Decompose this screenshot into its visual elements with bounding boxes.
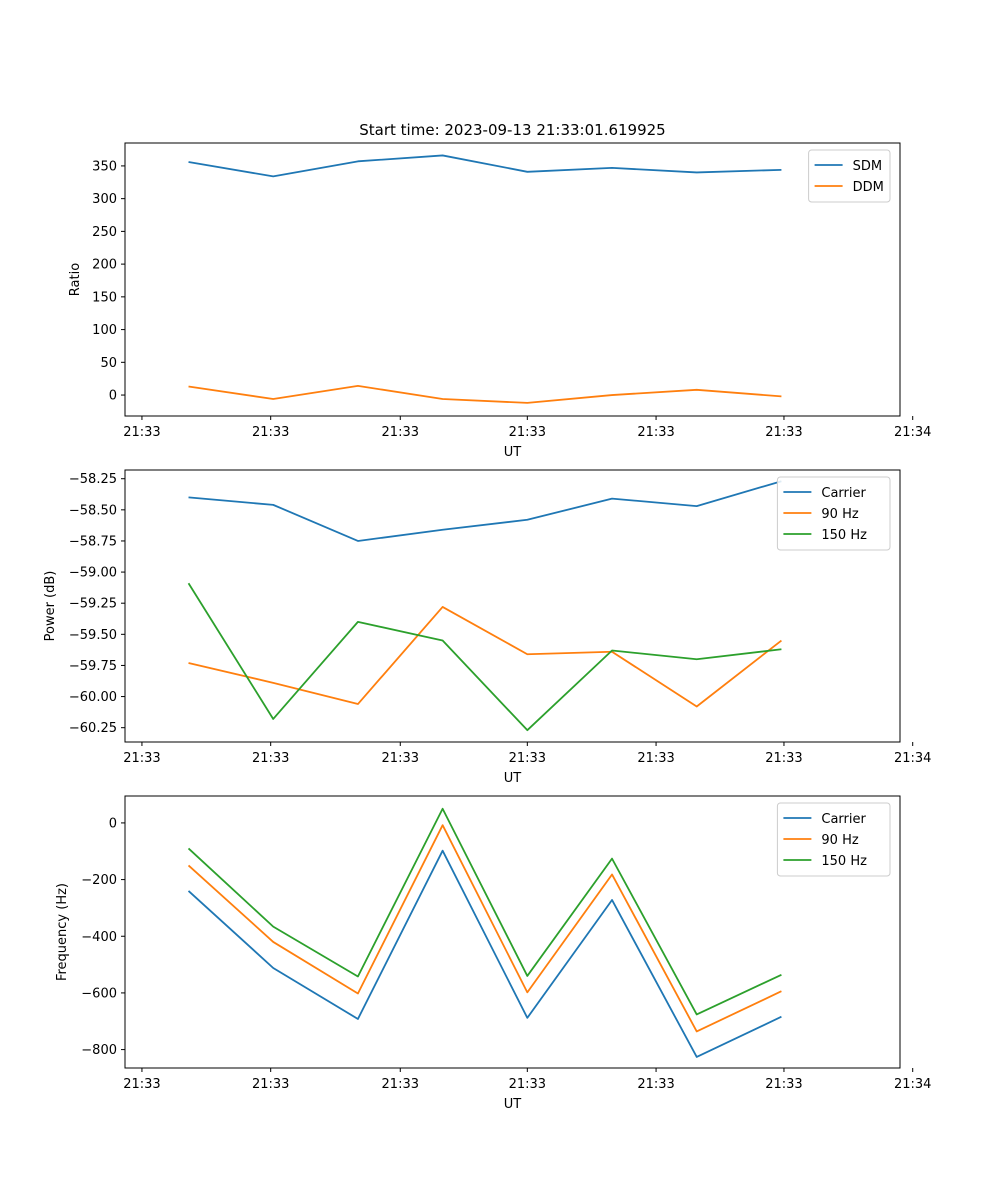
series-line-carrier xyxy=(188,480,782,542)
x-axis-label: UT xyxy=(504,445,522,460)
series-line-sdm xyxy=(188,154,782,178)
y-tick-label: −59.75 xyxy=(69,659,117,674)
y-tick-label: −58.50 xyxy=(69,503,117,518)
series-line-ddm xyxy=(188,384,782,404)
x-axis-label: UT xyxy=(504,1097,522,1112)
y-tick-label: −400 xyxy=(81,930,117,945)
y-tick-label: −59.50 xyxy=(69,628,117,643)
y-tick-label: 50 xyxy=(100,356,117,371)
y-axis-label: Power (dB) xyxy=(43,571,58,642)
y-tick-label: −60.00 xyxy=(69,690,117,705)
y-tick-label: 300 xyxy=(92,192,117,207)
x-tick-label: 21:33 xyxy=(637,1077,674,1092)
x-axis-label: UT xyxy=(504,771,522,786)
y-tick-label: −60.25 xyxy=(69,721,117,736)
x-tick-label: 21:33 xyxy=(509,1077,546,1092)
legend-label: 150 Hz xyxy=(821,528,867,543)
series-line-carrier xyxy=(187,849,782,1058)
series-line-150-hz xyxy=(187,807,782,1016)
y-tick-label: −59.25 xyxy=(69,597,117,612)
legend: Carrier 90 Hz 150 Hz xyxy=(776,802,891,877)
y-tick-label: 0 xyxy=(109,389,117,404)
legend-label: Carrier xyxy=(821,486,866,501)
y-axis-label: Frequency (Hz) xyxy=(55,883,70,981)
legend-label: 150 Hz xyxy=(821,854,867,869)
x-tick-label: 21:34 xyxy=(894,751,931,766)
legend: SDM DDM xyxy=(808,149,891,203)
series-lines xyxy=(187,480,782,732)
x-tick-label: 21:34 xyxy=(894,1077,931,1092)
series-line-150-hz xyxy=(187,582,782,732)
series-lines xyxy=(187,807,782,1058)
x-tick-label: 21:33 xyxy=(509,425,546,440)
y-tick-label: −58.75 xyxy=(69,534,117,549)
y-tick-label: −58.25 xyxy=(69,472,117,487)
axes-frame xyxy=(124,469,901,743)
x-tick-label: 21:33 xyxy=(637,425,674,440)
x-tick-label: 21:33 xyxy=(509,751,546,766)
legend-label: Carrier xyxy=(821,812,866,827)
legend-box xyxy=(776,476,891,551)
x-tick-label: 21:33 xyxy=(765,1077,802,1092)
y-tick-label: 350 xyxy=(92,159,117,174)
x-tick-label: 21:33 xyxy=(382,751,419,766)
y-tick-label: 0 xyxy=(109,816,117,831)
series-lines xyxy=(188,154,782,404)
x-tick-label: 21:33 xyxy=(123,425,160,440)
axes-frame xyxy=(124,142,901,417)
legend-label: DDM xyxy=(853,180,884,195)
y-tick-label: −800 xyxy=(81,1043,117,1058)
x-tick-label: 21:34 xyxy=(894,425,931,440)
x-tick-label: 21:33 xyxy=(637,751,674,766)
x-tick-label: 21:33 xyxy=(382,425,419,440)
legend: Carrier 90 Hz 150 Hz xyxy=(776,476,891,551)
series-line-90-hz xyxy=(188,606,782,708)
x-tick-label: 21:33 xyxy=(123,751,160,766)
chart-title: Start time: 2023-09-13 21:33:01.619925 xyxy=(359,121,665,139)
chart-panel-3: 21:33 21:33 21:33 21:33 21:33 21:33 21:34 UT −80… xyxy=(55,795,931,1112)
legend-label: SDM xyxy=(853,159,882,174)
x-tick-label: 21:33 xyxy=(123,1077,160,1092)
legend-box xyxy=(776,802,891,877)
x-tick-label: 21:33 xyxy=(765,751,802,766)
legend-box xyxy=(808,149,891,203)
x-tick-label: 21:33 xyxy=(765,425,802,440)
y-tick-label: −200 xyxy=(81,873,117,888)
axes-frame xyxy=(124,795,901,1069)
y-tick-label: −600 xyxy=(81,986,117,1001)
chart-panel-1: Start time: 2023-09-13 21:33:01.619925 21… xyxy=(68,121,931,460)
series-line-90-hz xyxy=(187,824,782,1033)
x-tick-label: 21:33 xyxy=(382,1077,419,1092)
legend-label: 90 Hz xyxy=(821,833,858,848)
y-axis-label: Ratio xyxy=(68,263,83,296)
chart-panel-2: 21:33 21:33 21:33 21:33 21:33 21:33 21:34 UT −60… xyxy=(43,469,931,786)
y-tick-label: 100 xyxy=(92,323,117,338)
charts-container: Start time: 2023-09-13 21:33:01.619925 21… xyxy=(43,121,931,1112)
x-tick-label: 21:33 xyxy=(252,425,289,440)
y-tick-label: −59.00 xyxy=(69,566,117,581)
legend-label: 90 Hz xyxy=(821,507,858,522)
y-tick-label: 200 xyxy=(92,258,117,273)
x-tick-label: 21:33 xyxy=(252,1077,289,1092)
x-tick-label: 21:33 xyxy=(252,751,289,766)
y-tick-label: 250 xyxy=(92,225,117,240)
y-tick-label: 150 xyxy=(92,290,117,305)
